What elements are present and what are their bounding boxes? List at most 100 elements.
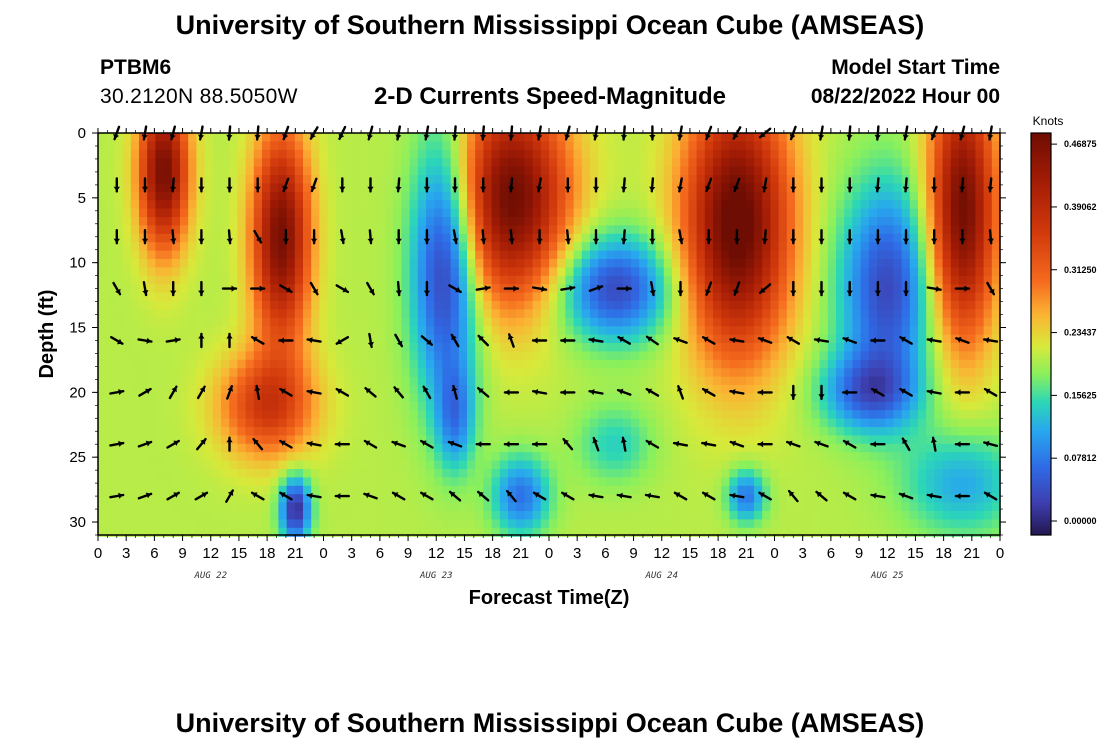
heatmap-cell	[598, 435, 607, 445]
heatmap-cell	[401, 494, 411, 504]
heatmap-cell	[270, 469, 279, 478]
heatmap-cell	[909, 225, 919, 235]
heatmap-cell	[573, 401, 583, 411]
heatmap-cell	[827, 527, 837, 537]
heatmap-cell	[942, 309, 952, 319]
heatmap-cell	[622, 351, 632, 361]
heatmap-cell	[893, 133, 903, 142]
heatmap-cell	[491, 141, 501, 151]
heatmap-cell	[434, 309, 443, 319]
heatmap-cell	[852, 284, 862, 294]
heatmap-cell	[417, 292, 427, 302]
heatmap-cell	[713, 175, 722, 184]
heatmap-cell	[450, 376, 460, 386]
heatmap-cell	[565, 275, 575, 285]
heatmap-cell	[598, 242, 607, 252]
heatmap-cell	[786, 368, 796, 378]
heatmap-cell	[114, 494, 124, 504]
heatmap-cell	[819, 418, 829, 428]
heatmap-cell	[286, 393, 296, 403]
heatmap-cell	[540, 443, 550, 453]
heatmap-cell	[754, 191, 763, 201]
heatmap-cell	[754, 149, 763, 159]
heatmap-cell	[573, 292, 583, 302]
heatmap-cell	[188, 242, 197, 252]
heatmap-cell	[524, 477, 534, 487]
heatmap-cell	[221, 275, 230, 285]
heatmap-cell	[483, 141, 493, 151]
heatmap-cell	[540, 208, 550, 218]
heatmap-cell	[303, 494, 312, 504]
heatmap-cell	[622, 301, 632, 310]
heatmap-cell	[590, 359, 599, 369]
heatmap-cell	[672, 410, 681, 420]
heatmap-cell	[811, 242, 821, 252]
heatmap-cell	[565, 511, 575, 520]
heatmap-cell	[819, 401, 829, 411]
heatmap-cell	[171, 368, 181, 378]
heatmap-cell	[877, 250, 886, 260]
heatmap-cell	[622, 225, 632, 235]
heatmap-cell	[376, 301, 386, 310]
heatmap-cell	[303, 401, 312, 411]
heatmap-cell	[401, 149, 411, 159]
heatmap-cell	[868, 158, 878, 168]
heatmap-cell	[581, 191, 591, 201]
heatmap-cell	[286, 267, 296, 277]
heatmap-cell	[631, 435, 640, 445]
heatmap-cell	[745, 267, 755, 277]
heatmap-cell	[827, 376, 837, 386]
heatmap-cell	[844, 477, 853, 487]
heatmap-cell	[942, 469, 952, 478]
heatmap-cell	[827, 359, 837, 369]
heatmap-cell	[745, 427, 755, 436]
heatmap-cell	[827, 469, 837, 478]
heatmap-cell	[852, 452, 862, 462]
heatmap-cell	[934, 141, 944, 151]
heatmap-cell	[516, 275, 525, 285]
heatmap-cell	[868, 427, 878, 436]
heatmap-cell	[188, 250, 197, 260]
heatmap-cell	[344, 326, 353, 336]
heatmap-cell	[819, 477, 829, 487]
heatmap-cell	[253, 477, 263, 487]
heatmap-cell	[860, 443, 870, 453]
heatmap-cell	[499, 401, 509, 411]
heatmap-cell	[311, 309, 320, 319]
heatmap-cell	[770, 477, 780, 487]
heatmap-cell	[557, 326, 566, 336]
heatmap-cell	[713, 166, 722, 176]
heatmap-cell	[565, 242, 575, 252]
heatmap-cell	[253, 443, 263, 453]
heatmap-cell	[376, 208, 386, 218]
heatmap-cell	[704, 250, 714, 260]
heatmap-cell	[163, 141, 173, 151]
heatmap-cell	[130, 351, 140, 361]
heatmap-cell	[376, 527, 386, 537]
heatmap-cell	[286, 385, 296, 394]
heatmap-cell	[885, 275, 894, 285]
heatmap-cell	[114, 284, 124, 294]
heatmap-cell	[335, 217, 345, 226]
heatmap-cell	[319, 158, 329, 168]
heatmap-cell	[270, 376, 279, 386]
heatmap-cell	[877, 133, 886, 142]
heatmap-cell	[401, 275, 411, 285]
heatmap-cell	[540, 301, 550, 310]
heatmap-cell	[581, 233, 591, 243]
heatmap-cell	[885, 309, 894, 319]
heatmap-cell	[491, 401, 501, 411]
heatmap-cell	[721, 376, 730, 386]
heatmap-cell	[393, 460, 402, 470]
heatmap-cell	[467, 200, 476, 210]
heatmap-cell	[540, 292, 550, 302]
heatmap-cell	[286, 376, 296, 386]
heatmap-cell	[631, 200, 640, 210]
heatmap-cell	[647, 208, 657, 218]
heatmap-cell	[868, 494, 878, 504]
heatmap-cell	[688, 477, 698, 487]
heatmap-cell	[188, 267, 197, 277]
heatmap-cell	[122, 217, 132, 226]
heatmap-cell	[335, 469, 345, 478]
heatmap-cell	[819, 250, 829, 260]
